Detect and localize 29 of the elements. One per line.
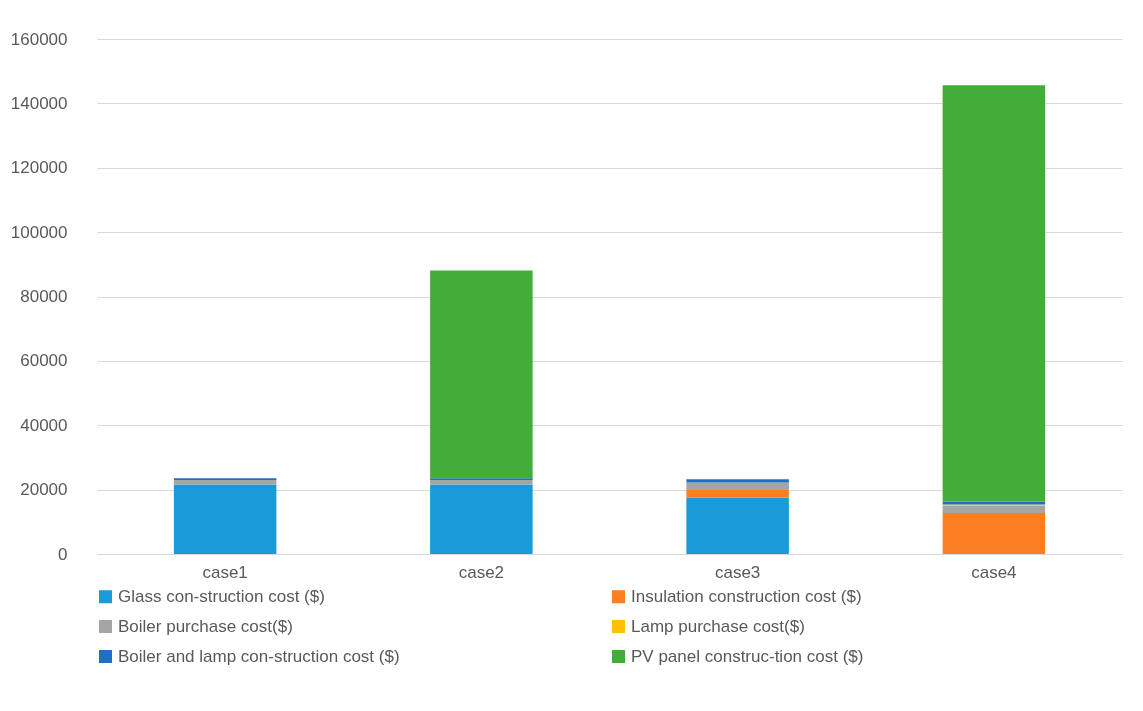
y-tick-label: 40000 xyxy=(20,415,68,435)
bar xyxy=(686,497,789,554)
bar xyxy=(686,482,789,490)
y-tick-label: 120000 xyxy=(10,158,68,178)
x-tick-label: case4 xyxy=(971,562,1017,582)
legend-label: Insulation construction cost ($) xyxy=(631,586,862,606)
legend-label: Glass con-struction cost ($) xyxy=(118,586,325,606)
y-tick-label: 0 xyxy=(58,544,68,564)
bar xyxy=(942,513,1046,554)
y-tick-label: 160000 xyxy=(10,29,68,49)
bar xyxy=(430,484,533,554)
bar xyxy=(686,479,789,483)
y-tick-label: 20000 xyxy=(20,480,68,500)
x-tick-label: case3 xyxy=(714,562,761,582)
bar xyxy=(942,505,1046,514)
y-tick-label: 140000 xyxy=(10,93,68,113)
legend-label: PV panel construc-tion cost ($) xyxy=(631,646,864,666)
legend-label: Lamp purchase cost($) xyxy=(631,616,805,636)
bar xyxy=(173,484,277,554)
legend-label: Boiler and lamp con-struction cost ($) xyxy=(118,646,400,666)
bar xyxy=(430,270,533,479)
bar xyxy=(686,489,789,498)
legend-label: Boiler purchase cost($) xyxy=(118,616,293,636)
y-tick-label: 80000 xyxy=(20,287,68,306)
y-tick-label: 60000 xyxy=(20,351,68,371)
x-tick-label: case2 xyxy=(458,562,505,582)
y-tick-label: 100000 xyxy=(10,222,68,242)
x-tick-label: case1 xyxy=(202,562,248,582)
bar xyxy=(942,85,1046,502)
